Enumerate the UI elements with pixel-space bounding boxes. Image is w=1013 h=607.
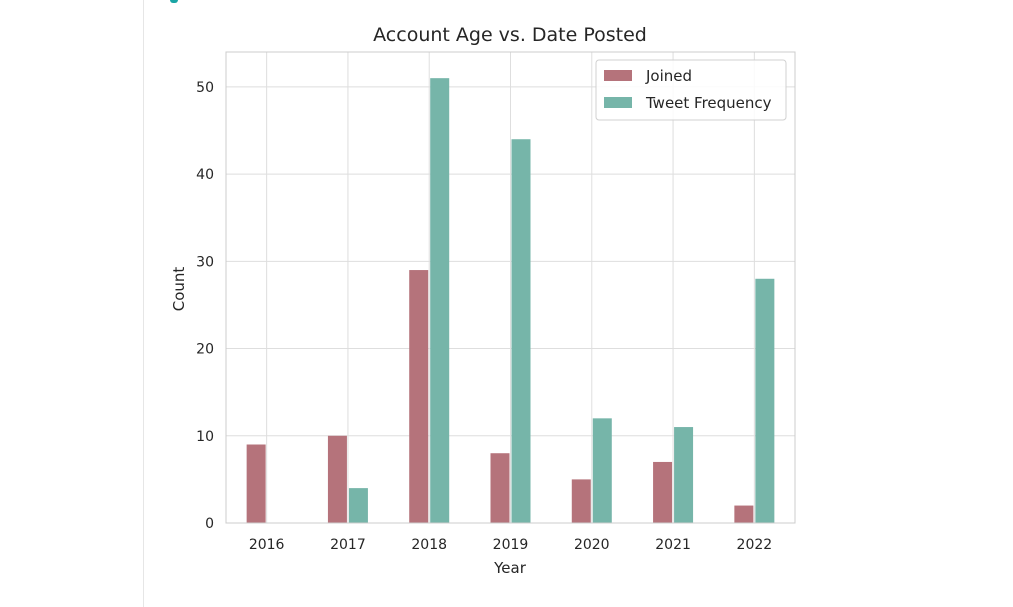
bar-tweet-frequency: [348, 488, 368, 523]
bar-joined: [734, 505, 754, 523]
y-tick-label: 40: [196, 167, 214, 183]
y-tick-label: 20: [196, 342, 214, 358]
bar-joined: [246, 444, 266, 523]
legend-label-joined: Joined: [645, 67, 692, 85]
y-tick-label: 50: [196, 80, 214, 96]
y-tick-label: 0: [205, 516, 214, 532]
legend-swatch-tweet-frequency: [604, 97, 632, 108]
plot-frame: [225, 51, 796, 524]
y-axis-label: Count: [170, 267, 188, 312]
panel-divider: [143, 0, 144, 607]
legend: Joined Tweet Frequency: [595, 59, 787, 121]
x-tick-label: 2019: [493, 537, 529, 553]
x-tick-label: 2016: [249, 537, 285, 553]
bar-tweet-frequency: [511, 139, 531, 523]
legend-swatch-joined: [604, 70, 632, 81]
y-tick-label: 30: [196, 254, 214, 270]
x-tick-label: 2018: [411, 537, 447, 553]
y-tick-label: 10: [196, 429, 214, 445]
x-tick-label: 2020: [574, 537, 610, 553]
x-tick-label: 2022: [737, 537, 773, 553]
bar-joined: [653, 461, 673, 523]
bar-tweet-frequency: [755, 278, 775, 523]
x-axis-label: Year: [493, 559, 527, 577]
bar-joined: [571, 479, 591, 523]
bar-tweet-frequency: [674, 427, 694, 523]
x-tick-label: 2021: [655, 537, 691, 553]
x-tick-label: 2017: [330, 537, 366, 553]
x-tick-labels: 2016 2017 2018 2019 2020 2021 2022: [249, 537, 772, 553]
chart-title: Account Age vs. Date Posted: [373, 24, 647, 46]
bar-tweet-frequency: [592, 418, 612, 523]
bar-joined: [409, 270, 429, 523]
grid: [226, 52, 795, 524]
legend-box: [595, 59, 787, 121]
bar-tweet-frequency: [430, 78, 450, 524]
y-tick-labels: 0 10 20 30 40 50: [196, 80, 214, 532]
bars: [246, 78, 775, 524]
bar-joined: [327, 435, 347, 523]
bar-joined: [490, 453, 510, 523]
cell-indicator-icon: [170, 0, 178, 3]
legend-label-tweet-frequency: Tweet Frequency: [645, 94, 772, 112]
